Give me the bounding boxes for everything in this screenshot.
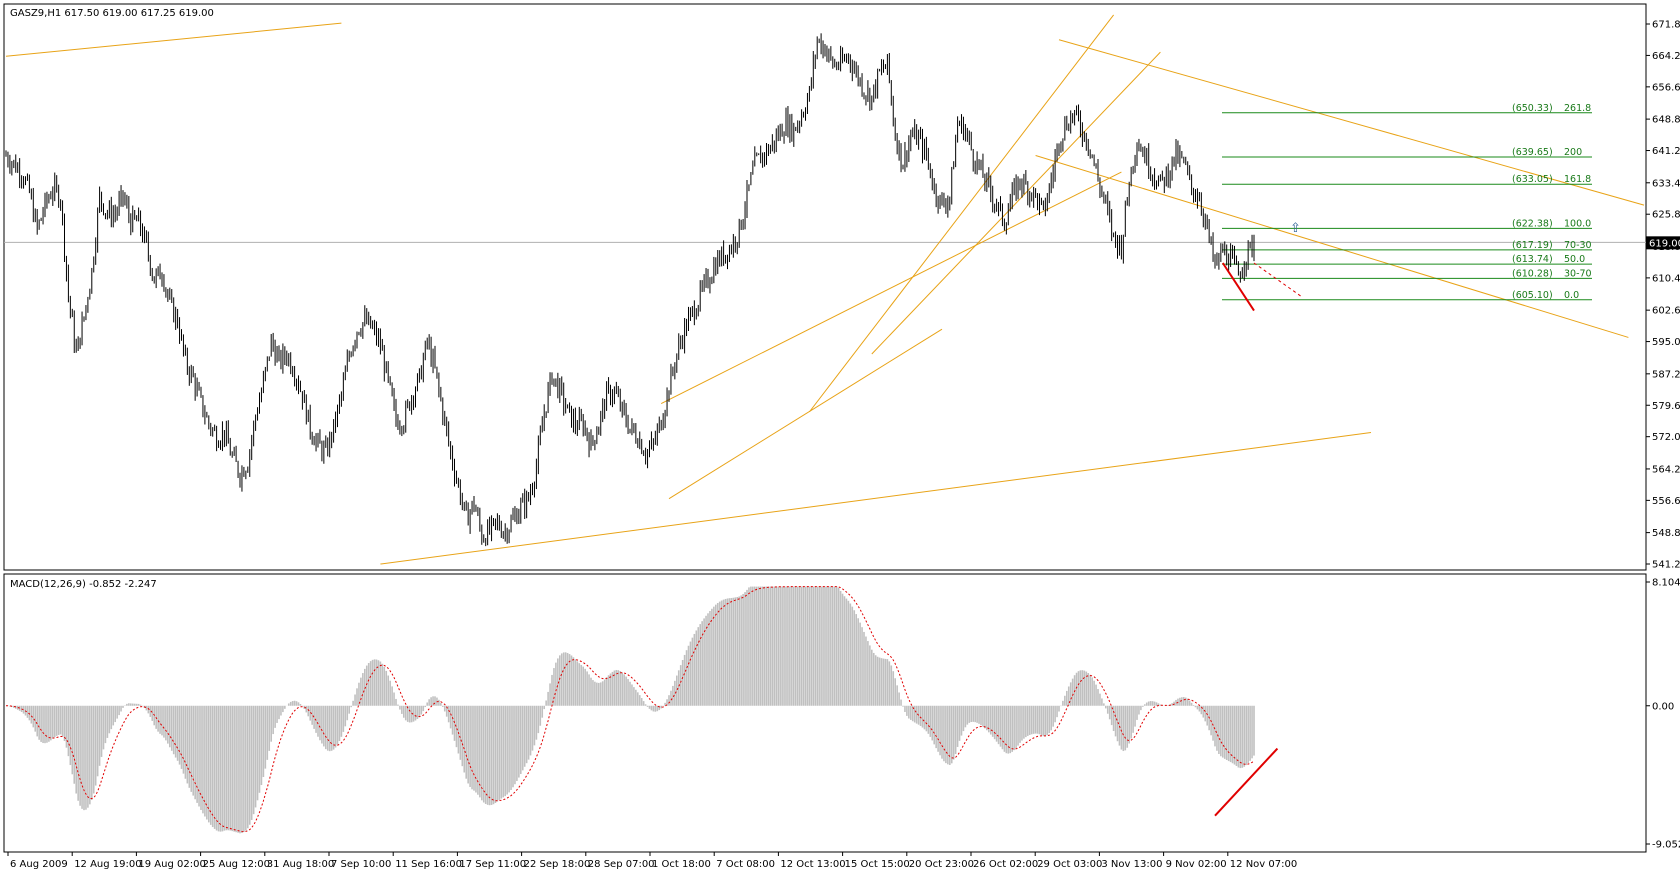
price-tick-label: 648.80 — [1652, 115, 1680, 126]
time-tick-label: 12 Oct 13:00 — [780, 859, 845, 870]
price-tick-label: 572.00 — [1652, 432, 1680, 443]
macd-tick-label: 8.104 — [1652, 578, 1680, 589]
time-tick-label: 17 Sep 11:00 — [459, 859, 526, 870]
time-tick-label: 11 Sep 16:00 — [395, 859, 462, 870]
price-tick-label: 587.20 — [1652, 369, 1680, 380]
trendline — [1035, 155, 1629, 338]
fib-ratio-label: 100.0 — [1564, 218, 1591, 229]
fib-price-label: (650.33) — [1512, 103, 1553, 114]
fib-price-label: (622.38) — [1512, 218, 1553, 229]
time-tick-label: 25 Aug 12:00 — [203, 859, 270, 870]
time-tick-label: 20 Oct 23:00 — [909, 859, 974, 870]
price-tick-label: 641.20 — [1652, 146, 1680, 157]
svg-text:619.00: 619.00 — [1649, 238, 1680, 249]
price-tick-label: 595.00 — [1652, 337, 1680, 348]
price-chart-frame — [3, 3, 1647, 571]
trendline — [5, 22, 342, 57]
trendline — [668, 328, 943, 500]
fib-ratio-label: 261.8 — [1564, 103, 1591, 114]
fib-price-label: (605.10) — [1512, 290, 1553, 301]
time-tick-label: 7 Oct 08:00 — [716, 859, 775, 870]
price-tick-label: 610.40 — [1652, 273, 1680, 284]
price-tick-label: 664.20 — [1652, 51, 1680, 62]
price-series — [5, 33, 1255, 547]
fibonacci-levels[interactable]: (650.33) 261.8 (639.65) 200 (633.05) 161.8 (62… — [1222, 103, 1592, 301]
time-tick-label: 28 Sep 07:00 — [588, 859, 655, 870]
macd-divergence-mark — [1214, 747, 1279, 817]
time-tick-label: 3 Nov 13:00 — [1101, 859, 1162, 870]
fib-ratio-label: 70-30 — [1564, 240, 1592, 251]
trendline — [380, 432, 1372, 565]
price-tick-label: 548.80 — [1652, 528, 1680, 539]
trendlines[interactable] — [5, 14, 1645, 565]
time-tick-label: 29 Oct 03:00 — [1037, 859, 1102, 870]
time-tick-label: 22 Sep 18:00 — [524, 859, 591, 870]
fib-ratio-label: 0.0 — [1564, 290, 1579, 301]
price-tick-label: 541.21 — [1652, 560, 1680, 571]
time-tick-label: 1 Oct 18:00 — [652, 859, 711, 870]
time-tick-label: 7 Sep 10:00 — [331, 859, 391, 870]
macd-tick-label: -9.052 — [1652, 840, 1680, 851]
time-tick-label: 26 Oct 02:00 — [973, 859, 1038, 870]
time-tick-label: 12 Aug 19:00 — [74, 859, 141, 870]
trendline — [1058, 39, 1645, 206]
trendline — [871, 51, 1161, 355]
price-tick-label: 656.60 — [1652, 82, 1680, 93]
price-tick-label: 556.60 — [1652, 496, 1680, 507]
fib-price-label: (639.65) — [1512, 147, 1553, 158]
fib-ratio-label: 161.8 — [1564, 174, 1591, 185]
time-tick-label: 9 Nov 02:00 — [1166, 859, 1227, 870]
price-chart-panel[interactable]: (650.33) 261.8 (639.65) 200 (633.05) 161.8 (62… — [3, 3, 1647, 571]
fib-ratio-label: 50.0 — [1564, 254, 1585, 265]
macd-tick-label: 0.00 — [1652, 701, 1674, 712]
fib-ratio-label: 200 — [1564, 147, 1582, 158]
fib-price-label: (610.28) — [1512, 268, 1553, 279]
macd-divergence-line — [1214, 747, 1279, 817]
divergence-line — [1221, 262, 1255, 312]
macd-axis: 8.104 0.00 -9.052 — [1646, 578, 1680, 851]
fib-ratio-label: 30-70 — [1564, 268, 1592, 279]
price-tick-label: 579.60 — [1652, 401, 1680, 412]
macd-title: MACD(12,26,9) -0.852 -2.247 — [10, 579, 157, 590]
price-tick-label: 602.60 — [1652, 306, 1680, 317]
time-tick-label: 19 Aug 02:00 — [138, 859, 205, 870]
trendline — [660, 171, 1122, 405]
price-tick-label: 671.80 — [1652, 20, 1680, 31]
up-arrow-icon: ⇧ — [1290, 221, 1301, 236]
current-price-tag: 619.00 — [1646, 236, 1680, 250]
fib-price-label: (617.19) — [1512, 240, 1553, 251]
divergence-marks — [1221, 262, 1302, 312]
fib-price-label: (613.74) — [1512, 254, 1553, 265]
price-tick-label: 625.80 — [1652, 210, 1680, 221]
macd-histogram — [7, 586, 1255, 834]
macd-panel[interactable]: MACD(12,26,9) -0.852 -2.247 — [3, 573, 1647, 853]
time-tick-label: 15 Oct 15:00 — [845, 859, 910, 870]
trendline — [809, 14, 1114, 413]
time-tick-label: 31 Aug 18:00 — [267, 859, 334, 870]
time-tick-label: 6 Aug 2009 — [10, 859, 68, 870]
price-axis: 671.80 664.20 656.60 648.80 641.20 633.40 625.… — [1646, 20, 1680, 571]
time-tick-label: 12 Nov 07:00 — [1230, 859, 1297, 870]
price-tick-label: 564.20 — [1652, 464, 1680, 475]
fib-price-label: (633.05) — [1512, 174, 1553, 185]
price-tick-label: 633.40 — [1652, 178, 1680, 189]
symbol-info: GASZ9,H1 617.50 619.00 617.25 619.00 — [10, 8, 214, 19]
